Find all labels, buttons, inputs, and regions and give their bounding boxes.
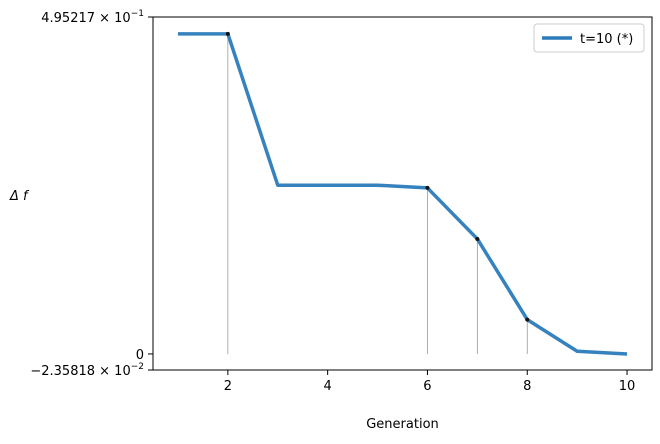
series-layer (178, 34, 627, 354)
x-tick-label-1: 4 (324, 379, 332, 394)
y-tick-label-1: 0 (136, 348, 144, 363)
y-tick-label-2: 4.95217 × 10−1 (41, 9, 144, 26)
x-tick-label-3: 8 (523, 379, 531, 394)
x-tick-label-2: 6 (423, 379, 431, 394)
legend: t=10 (*) (534, 24, 644, 52)
x-tick-label-4: 10 (619, 379, 636, 394)
y-tick-label-base-0: −2.35818 × 10 (30, 364, 130, 379)
y-tick-label-base-2: 4.95217 × 10 (41, 11, 130, 26)
marked-point-2 (475, 237, 479, 241)
marked-point-1 (425, 186, 429, 190)
x-axis-label: Generation (366, 417, 439, 432)
marked-points (226, 32, 529, 322)
y-tick-label-base-1: 0 (136, 348, 144, 363)
marked-point-0 (226, 32, 230, 36)
x-axis-ticks: 2 4 6 8 10 (224, 370, 636, 394)
y-tick-label-exponent-2: −1 (131, 9, 144, 19)
marked-point-3 (525, 318, 529, 322)
y-axis-ticks: −2.35818 × 10−20 4.95217 × 10−1 (30, 9, 153, 379)
series-line-0 (178, 34, 627, 354)
y-tick-label-exponent-0: −2 (131, 362, 144, 372)
y-axis-label: Δ f (9, 189, 30, 204)
x-tick-label-0: 2 (224, 379, 232, 394)
drop-lines (228, 34, 527, 354)
y-tick-label-0: −2.35818 × 10−2 (30, 362, 144, 379)
legend-label: t=10 (*) (580, 32, 633, 47)
